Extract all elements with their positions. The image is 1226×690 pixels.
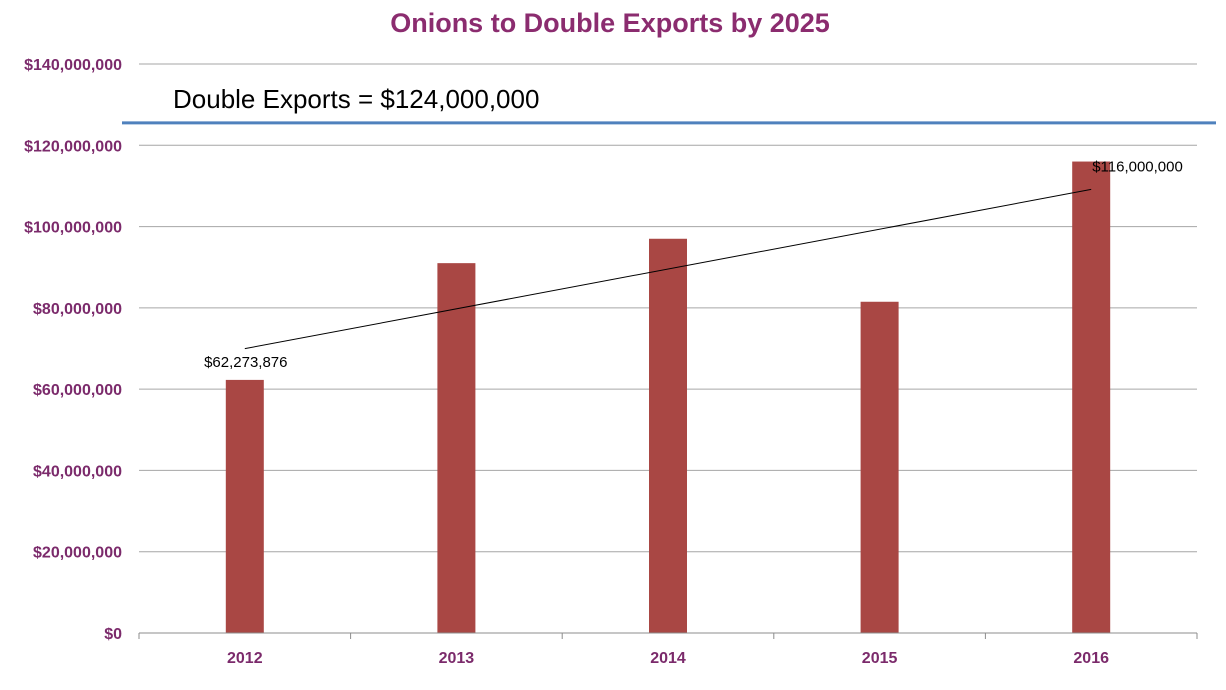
x-tick-label: 2013 [439, 650, 475, 667]
trendline [244, 188, 1092, 350]
y-tick-label: $140,000,000 [24, 57, 122, 74]
reference-line-layer: Double Exports = $124,000,000 [122, 84, 1216, 125]
y-tick-label: $60,000,000 [33, 382, 122, 399]
chart-title: Onions to Double Exports by 2025 [390, 8, 830, 38]
bar-2013 [437, 263, 476, 633]
data-label-2012: $62,273,876 [204, 354, 287, 371]
y-tick-label: $120,000,000 [24, 138, 122, 155]
x-axis [138, 632, 1198, 639]
bar-2014 [649, 238, 687, 633]
y-tick-label: $100,000,000 [24, 220, 122, 237]
trendline-layer [244, 188, 1092, 350]
x-tick-label: 2015 [862, 650, 898, 667]
y-tick-label: $80,000,000 [33, 301, 122, 318]
data-label-layer: $62,273,876 $116,000,000 [204, 159, 1183, 371]
bar-2012 [225, 379, 264, 633]
x-tick-label: 2012 [227, 650, 263, 667]
bar-layer [225, 161, 1111, 634]
x-tick-label: 2016 [1073, 650, 1109, 667]
data-label-2016: $116,000,000 [1092, 159, 1183, 176]
y-tick-label: $0 [104, 626, 122, 643]
x-tick-label: 2014 [650, 650, 686, 667]
bar-2016 [1072, 161, 1111, 634]
reference-line-label: Double Exports = $124,000,000 [173, 84, 539, 114]
y-tick-label: $20,000,000 [33, 545, 122, 562]
bar-2015 [860, 301, 899, 633]
y-tick-label: $40,000,000 [33, 463, 122, 480]
y-axis-ticks: $0 $20,000,000 $40,000,000 $60,000,000 $80,0… [24, 57, 122, 643]
x-axis-ticks: 2012 2013 2014 2015 2016 [227, 650, 1109, 667]
